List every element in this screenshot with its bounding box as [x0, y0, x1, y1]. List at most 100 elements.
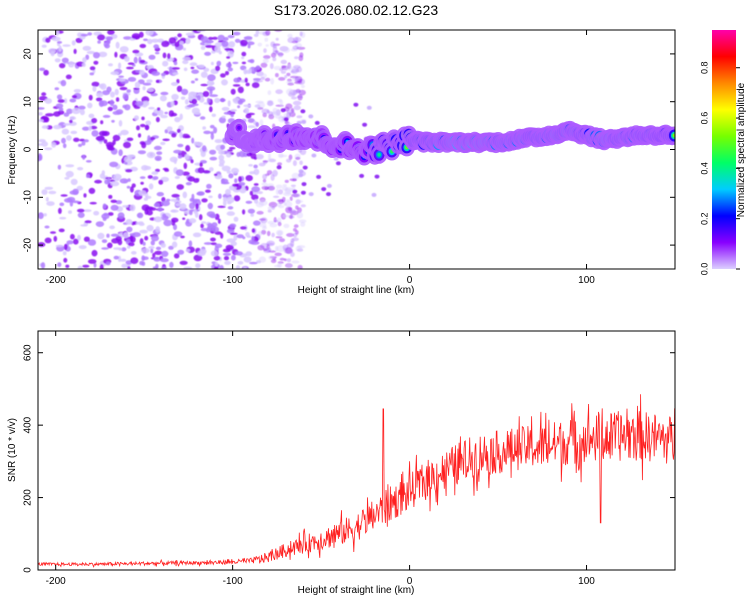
noise-blob — [175, 203, 182, 207]
noise-blob — [270, 78, 275, 85]
noise-blob — [112, 110, 122, 115]
noise-blob — [65, 74, 72, 80]
noise-blob — [208, 195, 213, 199]
noise-blob — [65, 164, 75, 168]
noise-blob — [294, 81, 303, 85]
colorbar-gradient — [712, 30, 736, 269]
noise-blob — [53, 124, 62, 130]
noise-blob — [267, 100, 274, 107]
noise-blob — [102, 203, 107, 209]
noise-blob — [275, 37, 279, 41]
noise-blob — [244, 77, 248, 83]
noise-blob — [190, 66, 195, 70]
noise-blob — [41, 44, 47, 48]
noise-blob — [41, 141, 48, 147]
noise-blob — [88, 125, 92, 131]
noise-blob — [98, 51, 108, 58]
noise-blob — [335, 161, 341, 166]
noise-blob — [281, 196, 286, 203]
noise-blob — [56, 94, 63, 100]
noise-blob — [73, 48, 77, 55]
noise-blob — [209, 106, 213, 113]
noise-blob — [231, 167, 239, 174]
noise-blob — [62, 251, 67, 256]
noise-blob — [277, 162, 283, 166]
noise-blob — [44, 225, 50, 229]
noise-blob — [126, 89, 131, 93]
noise-blob — [139, 59, 146, 64]
noise-blob — [152, 266, 158, 269]
noise-blob — [262, 160, 269, 163]
noise-blob — [311, 153, 317, 158]
noise-blob — [207, 223, 213, 227]
noise-blob — [283, 258, 287, 262]
noise-blob — [207, 202, 213, 210]
noise-blob — [170, 82, 179, 86]
noise-blob — [257, 191, 263, 195]
noise-blob — [86, 174, 91, 178]
noise-blob — [229, 232, 238, 235]
noise-blob — [243, 266, 247, 269]
noise-blob — [63, 123, 72, 126]
noise-blob — [55, 103, 64, 109]
noise-blob — [215, 65, 221, 72]
noise-blob — [115, 41, 120, 49]
noise-blob — [97, 40, 101, 44]
noise-blob — [87, 239, 97, 246]
noise-blob — [253, 168, 260, 176]
noise-blob — [190, 80, 195, 84]
noise-blob — [53, 111, 61, 117]
noise-blob — [254, 199, 259, 204]
noise-blob — [141, 255, 146, 262]
noise-blob — [125, 169, 133, 173]
noise-blob — [127, 62, 135, 65]
noise-blob — [183, 67, 188, 72]
noise-blob — [233, 216, 239, 222]
noise-blob — [218, 150, 225, 155]
noise-blob — [76, 185, 84, 191]
noise-blob — [221, 115, 226, 119]
noise-blob — [226, 62, 232, 68]
noise-blob — [262, 178, 267, 183]
noise-blob — [197, 250, 206, 257]
noise-blob — [73, 137, 80, 142]
noise-blob — [183, 162, 188, 169]
noise-blob — [125, 219, 133, 225]
noise-blob — [88, 187, 96, 194]
noise-blob — [150, 240, 155, 246]
noise-blob — [146, 79, 153, 83]
noise-blob — [38, 119, 44, 123]
noise-blob — [269, 63, 274, 70]
noise-blob — [282, 184, 287, 187]
noise-blob — [314, 120, 320, 125]
noise-blob — [154, 155, 162, 161]
noise-blob — [148, 183, 154, 190]
noise-blob — [98, 100, 104, 107]
noise-blob — [50, 231, 56, 234]
noise-blob — [284, 188, 292, 195]
noise-blob — [268, 201, 278, 208]
noise-blob — [38, 112, 43, 116]
noise-blob — [107, 212, 114, 216]
noise-blob — [223, 111, 231, 115]
noise-blob — [285, 103, 293, 110]
noise-blob — [102, 114, 111, 118]
noise-blob — [278, 77, 286, 81]
x-tick-label: -100 — [223, 275, 243, 286]
noise-blob — [117, 212, 125, 219]
noise-blob — [156, 151, 163, 156]
noise-blob — [61, 137, 66, 144]
noise-blob — [65, 170, 74, 178]
noise-blob — [155, 226, 161, 233]
noise-blob — [185, 182, 192, 186]
noise-blob — [293, 65, 301, 69]
ridge-band — [224, 118, 675, 166]
spectrogram-marks — [38, 30, 675, 269]
noise-blob — [283, 117, 289, 122]
noise-blob — [278, 154, 288, 158]
noise-blob — [262, 173, 267, 180]
noise-blob — [209, 156, 218, 161]
noise-blob — [120, 129, 129, 136]
noise-blob — [143, 38, 148, 42]
noise-blob — [127, 178, 131, 182]
